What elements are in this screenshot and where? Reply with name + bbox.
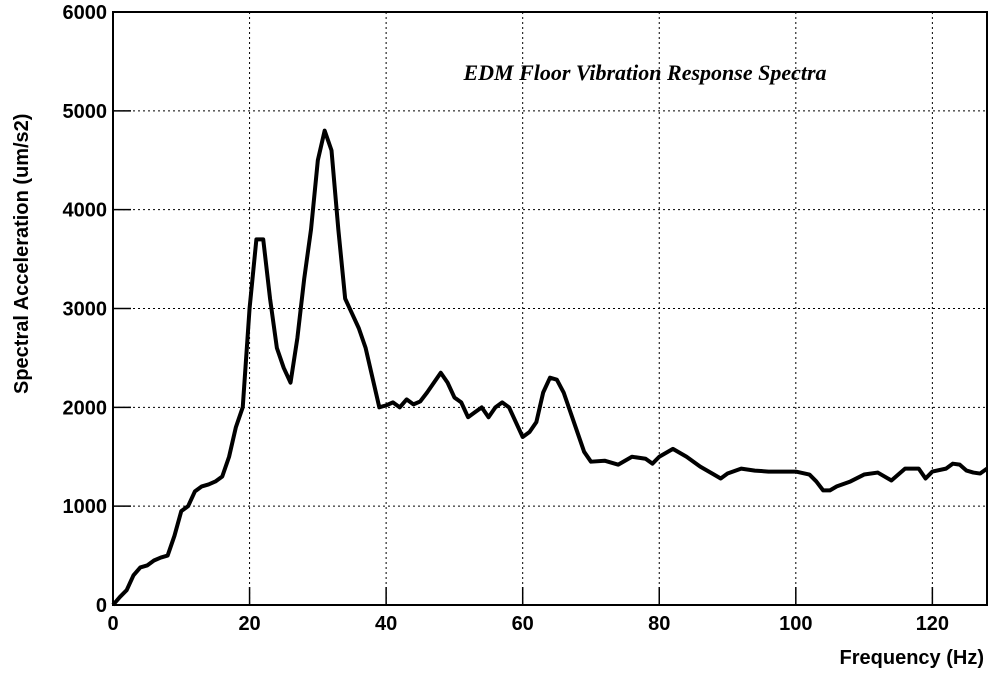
y-tick-label: 6000: [63, 2, 108, 24]
y-tick-label: 2000: [63, 397, 108, 419]
chart-title: EDM Floor Vibration Response Spectra: [462, 60, 826, 85]
y-tick-label: 4000: [63, 200, 108, 222]
x-tick-label: 80: [648, 613, 670, 635]
y-tick-label: 5000: [63, 101, 108, 123]
y-tick-label: 3000: [63, 299, 108, 321]
x-axis-label: Frequency (Hz): [840, 647, 984, 669]
y-axis-label: Spectral Acceleration (um/s2): [11, 114, 33, 394]
x-tick-label: 0: [107, 613, 118, 635]
x-tick-label: 20: [238, 613, 260, 635]
x-tick-label: 60: [512, 613, 534, 635]
data-line: [111, 128, 989, 607]
y-tick-label: 0: [96, 595, 107, 617]
x-tick-label: 40: [375, 613, 397, 635]
x-tick-label: 120: [916, 613, 949, 635]
x-tick-label: 100: [779, 613, 812, 635]
y-tick-label: 1000: [63, 496, 108, 518]
